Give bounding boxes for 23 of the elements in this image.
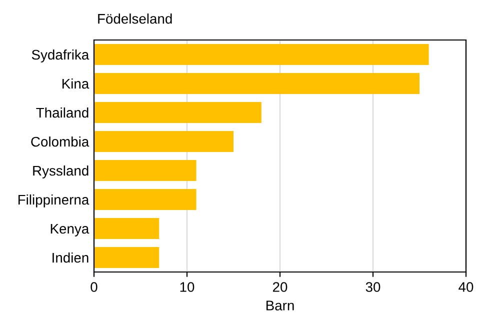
y-tick-label: Sydafrika: [32, 49, 90, 62]
bar: [94, 73, 420, 94]
x-tick-label: 10: [180, 282, 194, 292]
y-axis-title: Födelseland: [98, 14, 172, 24]
y-tick-label: Indien: [52, 252, 88, 263]
bar: [94, 160, 196, 181]
y-tick-label: Thailand: [36, 107, 88, 118]
x-tick-label: 30: [366, 282, 380, 292]
bar: [94, 131, 234, 152]
y-tick-label: Colombia: [31, 136, 90, 147]
bar: [94, 44, 429, 65]
x-tick-label: 20: [272, 282, 288, 292]
bar: [94, 218, 160, 239]
x-tick-label: 0: [90, 282, 98, 292]
bar: [94, 247, 160, 268]
bar: [94, 189, 196, 210]
y-tick-label: Filippinerna: [18, 194, 90, 208]
x-axis-title: Barn: [266, 300, 294, 310]
y-tick-label: Kenya: [50, 224, 90, 236]
y-tick-label: Ryssland: [33, 165, 88, 178]
y-tick-label: Kina: [62, 78, 90, 89]
x-tick-label: 40: [458, 282, 474, 292]
bar: [94, 102, 262, 123]
